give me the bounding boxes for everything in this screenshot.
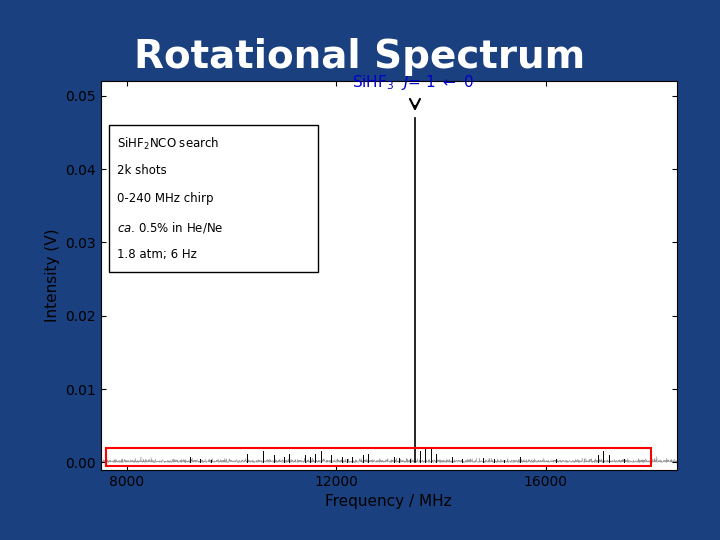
Text: $\mathit{ca}$. 0.5% in He/Ne: $\mathit{ca}$. 0.5% in He/Ne [117,220,223,235]
Text: Rotational Spectrum: Rotational Spectrum [135,38,585,76]
Text: 0-240 MHz chirp: 0-240 MHz chirp [117,192,213,205]
Text: SiHF$_2$NCO search: SiHF$_2$NCO search [117,136,219,152]
Text: 1.8 atm; 6 Hz: 1.8 atm; 6 Hz [117,247,197,260]
X-axis label: Frequency / MHz: Frequency / MHz [325,494,452,509]
Bar [106,448,651,466]
Bar [109,125,318,272]
Text: SiHF$_3$  $\mathit{J}$= 1 $\leftarrow$ 0: SiHF$_3$ $\mathit{J}$= 1 $\leftarrow$ 0 [352,73,474,92]
Y-axis label: Intensity (V): Intensity (V) [45,228,60,322]
Text: 2k shots: 2k shots [117,164,166,177]
